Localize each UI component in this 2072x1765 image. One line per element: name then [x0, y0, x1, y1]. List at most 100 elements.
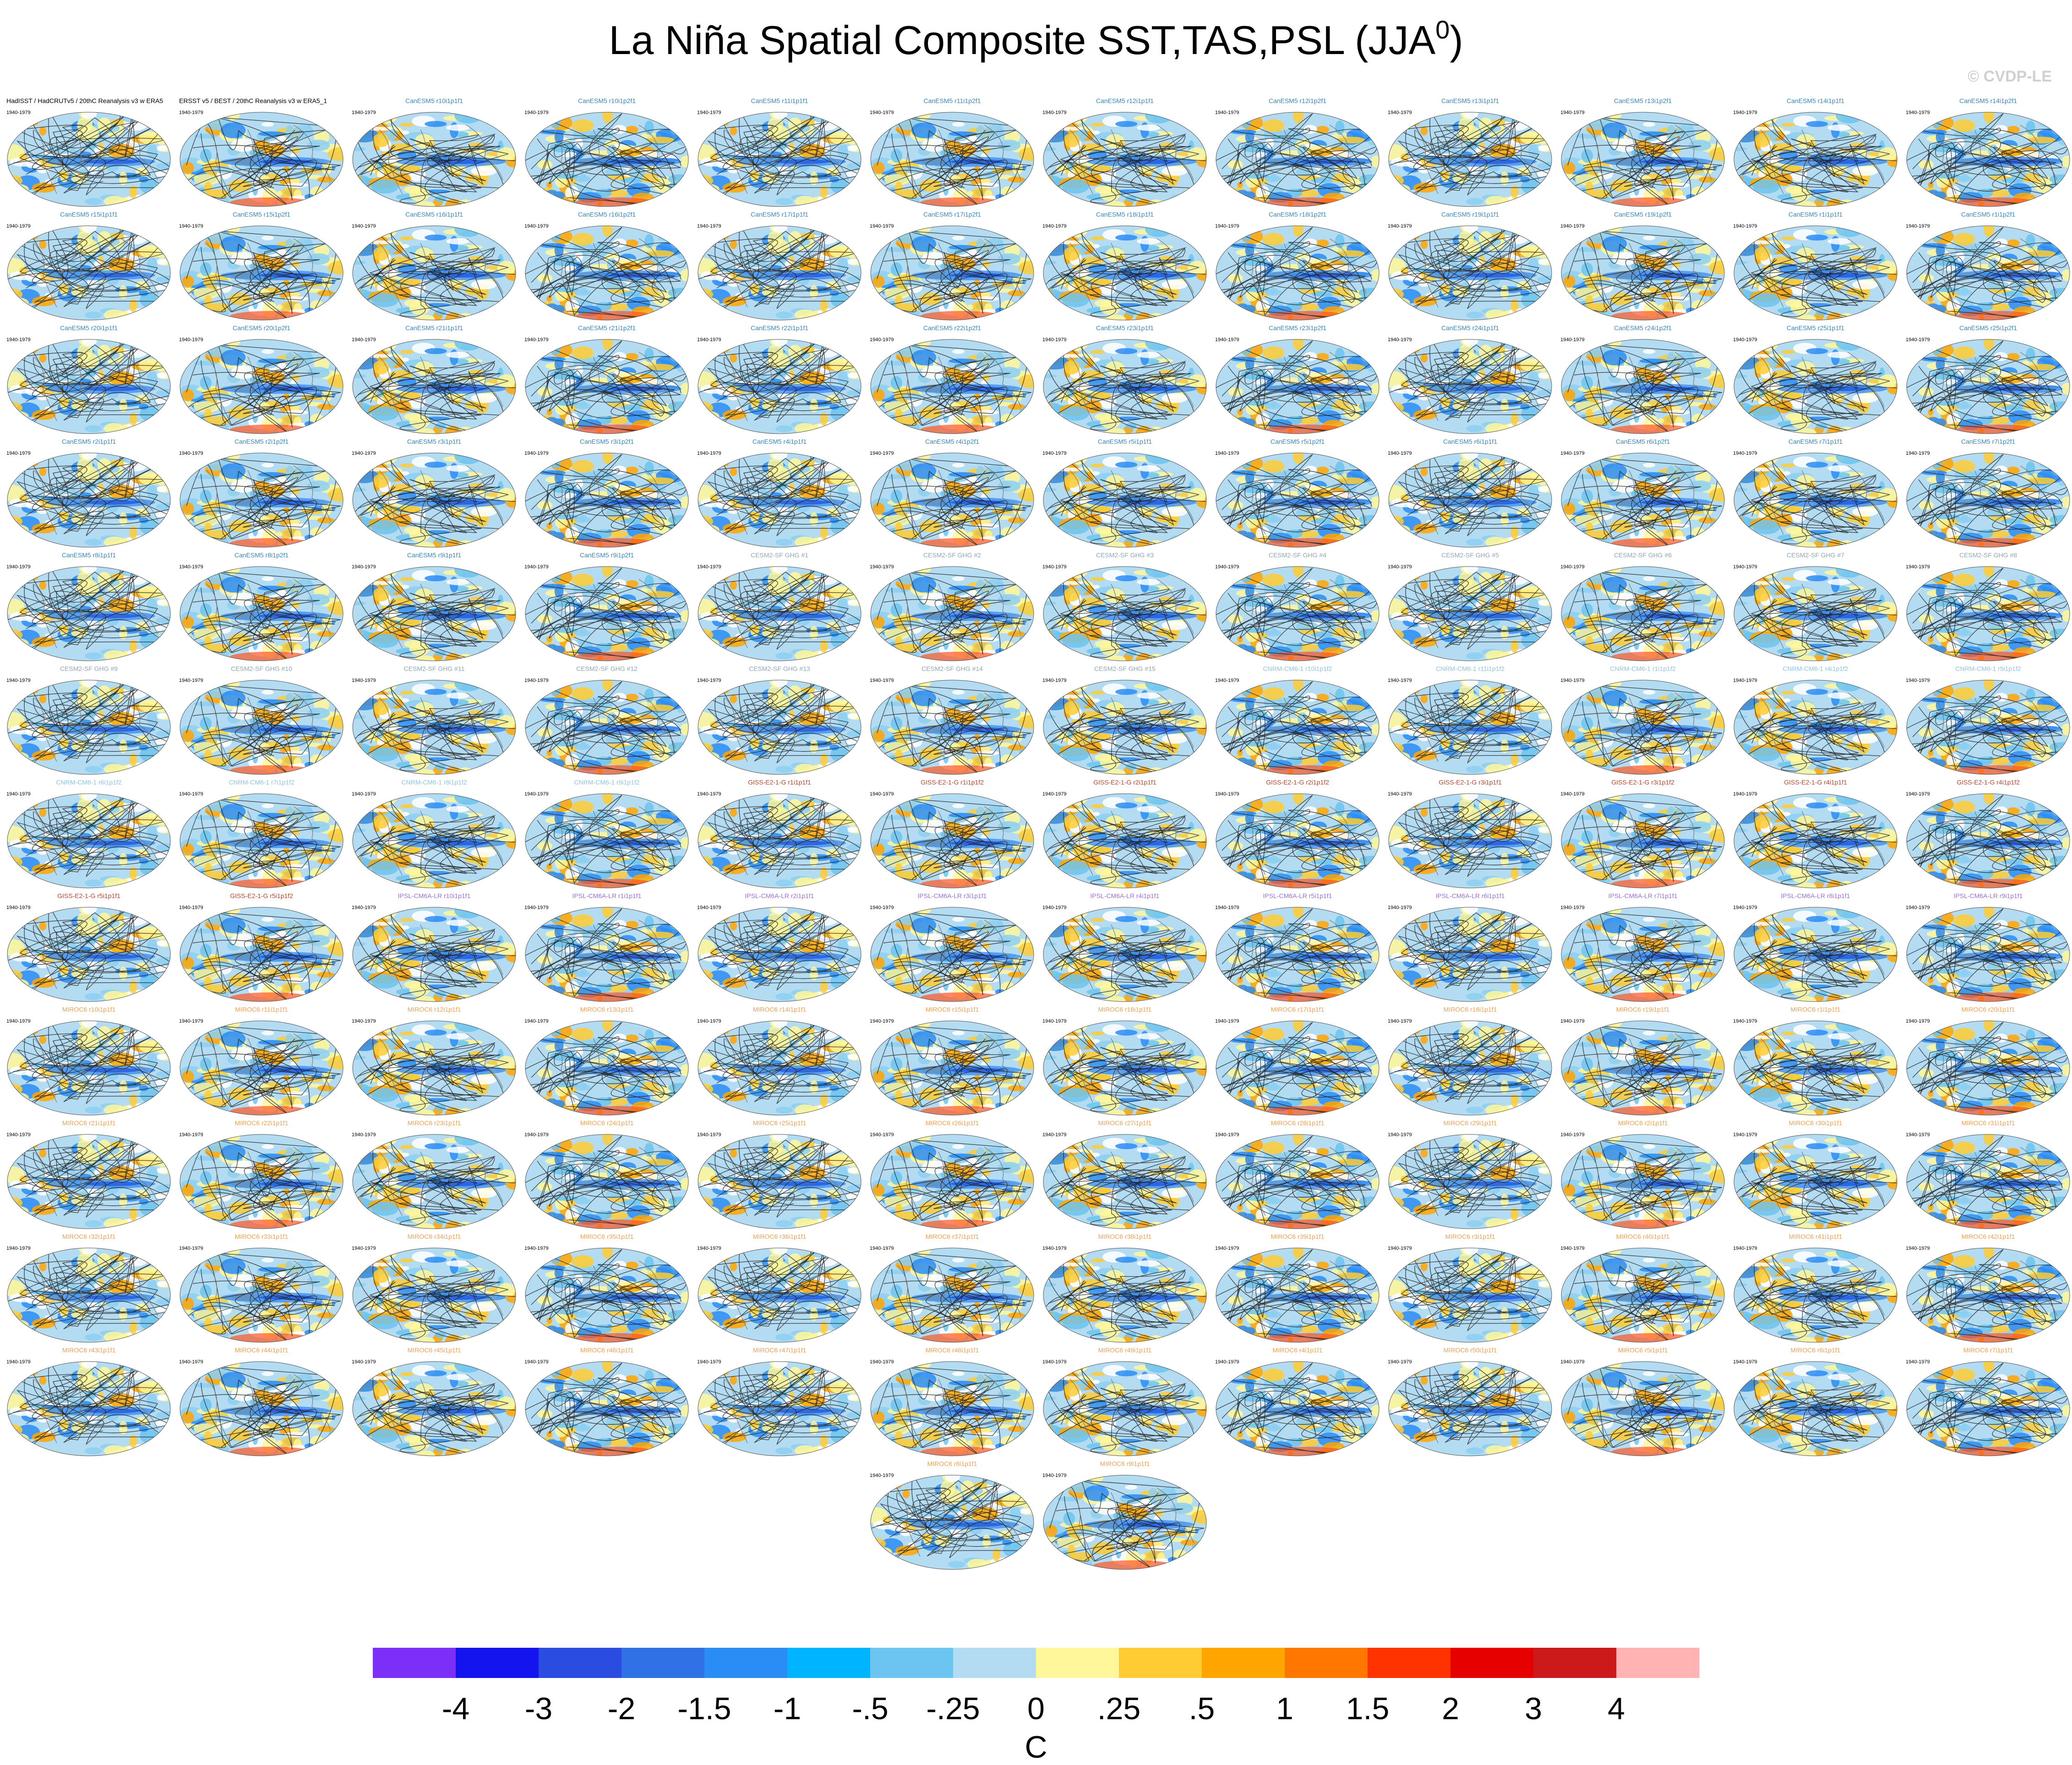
panel-period: 1940-1979	[524, 1132, 549, 1138]
panel-period: 1940-1979	[1388, 564, 1412, 570]
panel-period: 1940-1979	[1388, 678, 1412, 683]
map-image	[1213, 334, 1386, 441]
panel-period: 1940-1979	[1042, 337, 1067, 343]
panel-title: CanESM5 r11i1p1f1	[751, 97, 808, 104]
panel-period: 1940-1979	[1388, 337, 1412, 343]
panel-period: 1940-1979	[1042, 1246, 1067, 1251]
panel-title: CanESM5 r2i1p2f1	[234, 438, 289, 445]
map-panel: CanESM5 r17i1p1f1 1940-1979	[697, 211, 872, 327]
panel-title: MIROC6 r48i1p1f1	[926, 1346, 979, 1354]
panel-period: 1940-1979	[524, 110, 549, 115]
map-panel: GISS-E2-1-G r4i1p1f1 1940-1979	[1733, 779, 1906, 897]
panel-title: MIROC6 r3i1p1f1	[1445, 1233, 1495, 1240]
panel-period: 1940-1979	[1560, 110, 1585, 115]
colorbar-box	[1616, 1648, 1700, 1678]
map-panel: IPSL-CM6A-LR r9i1p1f1 1940-1979	[1906, 892, 2072, 1008]
colorbar-label: 2	[1442, 1691, 1459, 1726]
map-panel: ERSST v5 / BEST / 20thC Reanalysis v3 w …	[166, 97, 354, 215]
panel-title: CanESM5 r23i1p1f1	[1096, 324, 1154, 332]
panel-title: GISS-E2-1-G r4i1p1f2	[1957, 779, 2020, 786]
map-panel: CanESM5 r14i1p1f1 1940-1979	[1733, 97, 1906, 215]
colorbar-label: -.25	[926, 1691, 980, 1726]
map-panel: MIROC6 r7i1p1f1 1940-1979	[1906, 1346, 2072, 1463]
panel-title: CNRM-CM6-1 r4i1p1f2	[1783, 665, 1848, 672]
panel-title: MIROC6 r24i1p1f1	[580, 1119, 634, 1127]
panel-period: 1940-1979	[1733, 1019, 1757, 1024]
title-superscript: 0	[1435, 15, 1450, 44]
panel-title: HadISST / HadCRUTv5 / 20thC Reanalysis v…	[6, 97, 163, 104]
panel-title: IPSL-CM6A-LR r3i1p1f1	[918, 892, 987, 899]
map-panel: CanESM5 r3i1p1f1 1940-1979	[352, 438, 524, 556]
panel-period: 1940-1979	[697, 564, 721, 570]
map-image	[339, 1355, 524, 1464]
panel-title: MIROC6 r11i1p1f1	[235, 1006, 288, 1013]
panel-title: CanESM5 r22i1p2f1	[923, 324, 981, 332]
panel-title: CanESM5 r10i1p2f1	[578, 97, 636, 104]
map-panel: MIROC6 r2i1p1f1 1940-1979	[1560, 1119, 1736, 1237]
panel-period: 1940-1979	[352, 1246, 376, 1251]
map-image	[856, 1242, 1045, 1350]
map-image	[166, 106, 354, 214]
map-panel: MIROC6 r48i1p1f1 1940-1979	[870, 1346, 1045, 1464]
panel-period: 1940-1979	[179, 1019, 203, 1024]
panel-period: 1940-1979	[1215, 451, 1239, 456]
panel-period: 1940-1979	[697, 110, 721, 115]
panel-period: 1940-1979	[1215, 1246, 1239, 1251]
map-panel: MIROC6 r31i1p1f1 1940-1979	[1906, 1119, 2072, 1236]
panel-title: CanESM5 r9i1p2f1	[580, 551, 634, 559]
map-panel: MIROC6 r5i1p1f1 1940-1979	[1560, 1346, 1736, 1464]
map-panel: CanESM5 r14i1p2f1 1940-1979	[1906, 97, 2072, 213]
map-image	[1720, 1355, 1906, 1464]
panel-title: CanESM5 r8i1p1f1	[62, 551, 116, 559]
panel-period: 1940-1979	[1906, 905, 1930, 910]
map-image	[1720, 219, 1906, 328]
map-image	[1720, 1014, 1906, 1123]
map-image	[166, 787, 354, 896]
panel-period: 1940-1979	[6, 337, 31, 343]
map-panel: GISS-E2-1-G r2i1p1f2 1940-1979	[1215, 779, 1386, 895]
map-panel: CanESM5 r7i1p1f1 1940-1979	[1733, 438, 1906, 556]
colorbar-box	[1285, 1648, 1368, 1678]
map-panel: GISS-E2-1-G r4i1p1f2 1940-1979	[1906, 779, 2072, 895]
map-panel: CESM2-SF GHG #13 1940-1979	[697, 665, 872, 781]
colorbar-box	[704, 1648, 788, 1678]
map-panel: CanESM5 r5i1p1f1 1940-1979	[1042, 438, 1215, 556]
panel-period: 1940-1979	[1388, 1132, 1412, 1138]
map-panel: MIROC6 r33i1p1f1 1940-1979	[179, 1233, 354, 1351]
panel-title: CESM2-SF GHG #1	[751, 551, 808, 559]
panel-title: MIROC6 r44i1p1f1	[235, 1346, 289, 1354]
panel-period: 1940-1979	[1042, 223, 1067, 229]
map-panel: MIROC6 r21i1p1f1 1940-1979	[0, 1119, 182, 1236]
map-image	[166, 674, 354, 782]
map-image	[339, 219, 524, 328]
map-panel: CESM2-SF GHG #3 1940-1979	[1042, 551, 1215, 670]
panel-period: 1940-1979	[1906, 678, 1930, 683]
panel-period: 1940-1979	[1215, 110, 1239, 115]
panel-title: CanESM5 r17i1p1f1	[751, 211, 808, 218]
panel-title: MIROC6 r14i1p1f1	[753, 1006, 807, 1013]
map-panel: CanESM5 r22i1p2f1 1940-1979	[870, 324, 1045, 442]
panel-period: 1940-1979	[1906, 451, 1930, 456]
map-image	[339, 674, 524, 783]
panel-period: 1940-1979	[1042, 451, 1067, 456]
map-image	[1030, 1014, 1215, 1123]
map-image	[0, 1130, 182, 1236]
panel-title: MIROC6 r15i1p1f1	[926, 1006, 979, 1013]
map-image	[856, 1014, 1045, 1123]
map-image	[856, 787, 1045, 896]
panel-title: CanESM5 r8i1p2f1	[234, 551, 289, 559]
panel-period: 1940-1979	[6, 678, 31, 683]
map-panel: CNRM-CM6-1 r1i1p1f2 1940-1979	[1560, 665, 1736, 783]
panel-period: 1940-1979	[6, 110, 31, 115]
map-panel: MIROC6 r45i1p1f1 1940-1979	[339, 1346, 524, 1465]
map-panel: CanESM5 r6i1p2f1 1940-1979	[1560, 438, 1736, 556]
map-image	[1547, 1014, 1736, 1123]
map-image	[523, 334, 696, 441]
map-image	[1030, 1128, 1215, 1237]
panel-title: CNRM-CM6-1 r10i1p1f2	[1263, 665, 1332, 672]
map-image	[1904, 447, 2072, 554]
panel-title: CanESM5 r15i1p2f1	[233, 211, 290, 218]
colorbar-box	[1533, 1648, 1617, 1678]
colorbar-box	[787, 1648, 871, 1678]
map-image	[523, 675, 696, 781]
